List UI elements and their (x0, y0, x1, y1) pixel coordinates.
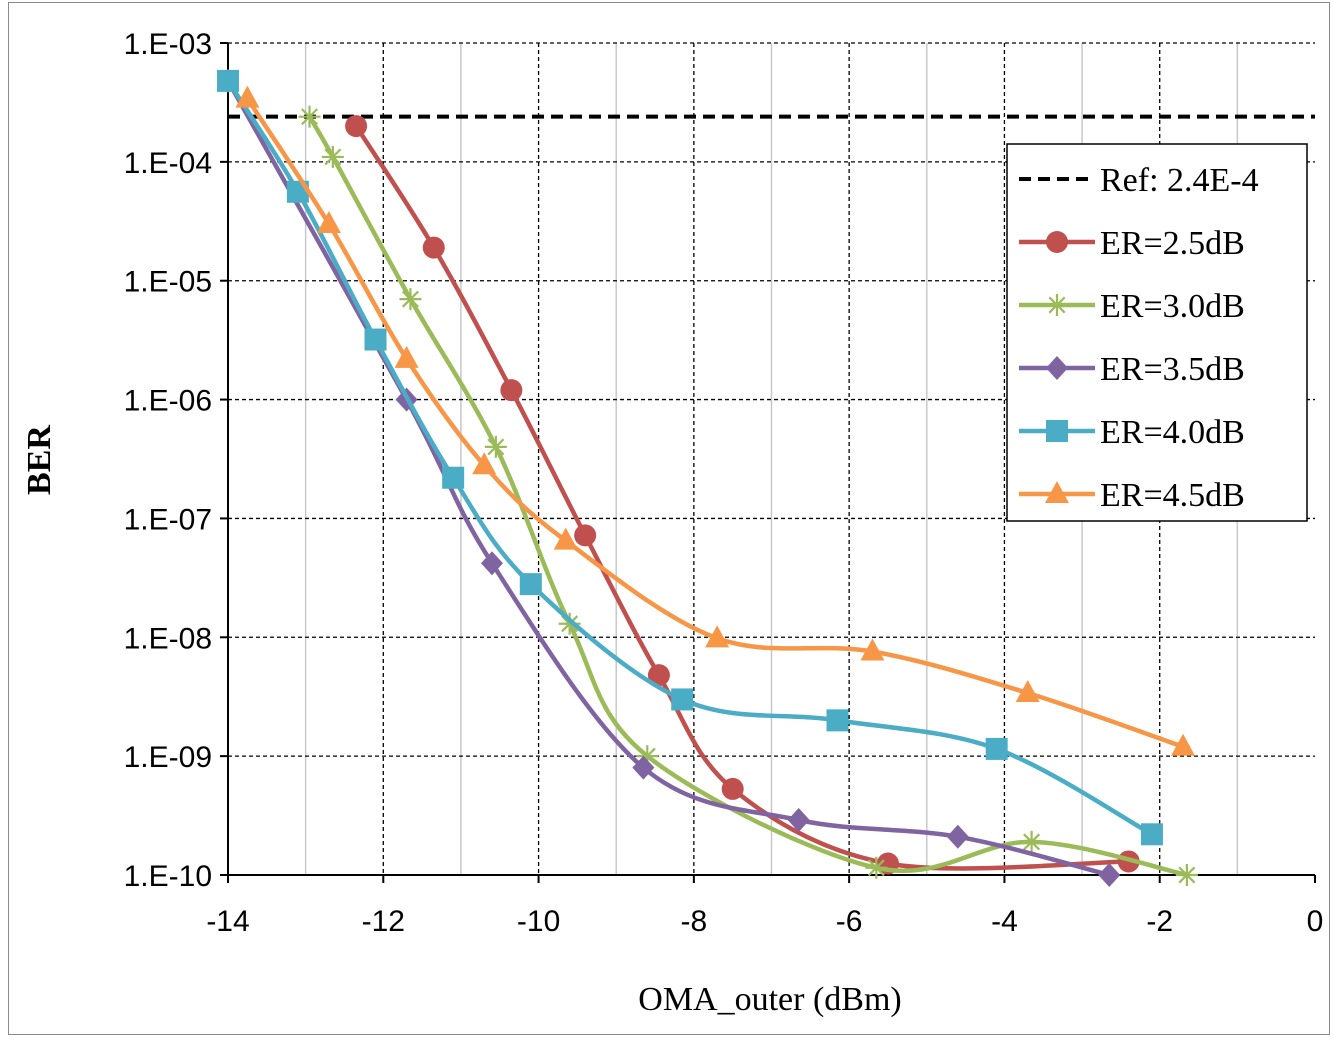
x-tick-label: -2 (1146, 905, 1173, 938)
data-point-triangle-marker (1171, 733, 1196, 756)
legend-box (1006, 143, 1308, 522)
x-tick-label: -6 (836, 905, 863, 938)
data-point-triangle-marker (553, 527, 578, 550)
data-point-triangle-marker (705, 625, 730, 648)
star-stroke (401, 290, 419, 308)
data-point-star-marker (1046, 294, 1068, 316)
legend-entry: ER=2.5dB (1019, 225, 1245, 262)
data-point-circle-marker (574, 524, 597, 547)
series-line (307, 115, 1188, 878)
legend-entry: ER=4.5dB (1019, 477, 1245, 514)
x-tick-label: 0 (1307, 905, 1324, 938)
star-stroke (1048, 296, 1066, 314)
legend-label: ER=3.0dB (1100, 288, 1245, 325)
data-point-square-marker (1140, 823, 1163, 846)
x-tick-label: -4 (991, 905, 1018, 938)
x-tick-label: -10 (517, 905, 560, 938)
legend-label: ER=4.5dB (1100, 477, 1245, 514)
data-point-circle-marker (1046, 231, 1068, 253)
data-point-square-marker (442, 466, 465, 489)
data-point-square-marker (671, 688, 694, 711)
data-point-circle-marker (721, 777, 744, 800)
legend-label: ER=4.0dB (1100, 414, 1245, 451)
data-point-triangle-marker (1045, 481, 1069, 503)
data-point-diamond-marker (1098, 863, 1121, 887)
data-point-circle-marker (500, 379, 523, 402)
star-stroke (867, 859, 885, 877)
y-tick-label: 1.E-04 (124, 147, 212, 180)
data-point-circle-marker (345, 115, 368, 138)
star-stroke (1023, 833, 1041, 851)
star-stroke (1178, 866, 1196, 884)
data-point-triangle-marker (1015, 679, 1040, 702)
legend-entry: ER=3.5dB (1019, 351, 1245, 388)
y-tick-label: 1.E-07 (124, 503, 212, 536)
y-tick-label: 1.E-05 (124, 266, 212, 299)
data-point-triangle-marker (235, 85, 260, 108)
star-stroke (301, 108, 319, 126)
y-axis-title: BER (21, 425, 58, 495)
series-er-2-5db (345, 115, 1140, 875)
x-tick-label: -14 (206, 905, 249, 938)
data-point-triangle-marker (316, 211, 341, 234)
data-point-star-marker (321, 145, 344, 168)
y-tick-label: 1.E-08 (124, 622, 212, 655)
legend-label: ER=2.5dB (1100, 225, 1245, 262)
star-stroke (324, 148, 342, 166)
star-stroke (561, 615, 579, 633)
series-layer (217, 68, 1315, 887)
data-point-star-marker (865, 856, 888, 879)
data-point-circle-marker (422, 236, 445, 259)
data-point-square-marker (826, 709, 849, 732)
data-point-square-marker (519, 573, 542, 596)
data-point-diamond-marker (787, 808, 810, 833)
data-point-circle-marker (647, 664, 670, 687)
data-point-square-marker (985, 737, 1008, 760)
series-er-4-5db (235, 85, 1196, 756)
x-tick-label: -12 (362, 905, 405, 938)
legend-entry-reference: Ref: 2.4E-4 (1019, 162, 1259, 199)
legend-label: Ref: 2.4E-4 (1100, 162, 1259, 199)
data-point-star-marker (399, 288, 422, 311)
legend-label: ER=3.5dB (1100, 351, 1245, 388)
y-tick-label: 1.E-06 (124, 385, 212, 418)
data-point-diamond-marker (1046, 356, 1068, 380)
data-point-square-marker (1046, 420, 1068, 442)
data-point-diamond-marker (480, 551, 503, 576)
data-point-diamond-marker (632, 755, 655, 780)
data-point-triangle-marker (472, 452, 497, 475)
x-axis-title: OMA_outer (dBm) (638, 981, 901, 1018)
y-tick-label: 1.E-09 (124, 741, 212, 774)
data-point-triangle-marker (860, 638, 885, 661)
data-point-star-marker (1175, 864, 1198, 886)
data-point-star-marker (484, 435, 507, 458)
data-point-square-marker (364, 328, 387, 351)
y-tick-label: 1.E-03 (124, 28, 212, 61)
legend: Ref: 2.4E-4 ER=2.5dB ER=3.0dB ER=3.5dB ER=4.… (1006, 143, 1308, 522)
y-tick-label: 1.E-10 (124, 860, 212, 893)
series-er-4-0db (217, 69, 1163, 846)
data-point-star-marker (298, 105, 321, 128)
legend-entry: ER=4.0dB (1019, 414, 1245, 451)
star-stroke (487, 438, 505, 456)
data-point-square-marker (217, 69, 239, 92)
data-point-triangle-marker (394, 345, 419, 368)
axis-layer: -14 -12 -10 -8 -6 -4 -2 0 1.E-10 1.E-09 1.E-08 1.E-… (124, 28, 1324, 938)
data-point-star-marker (1020, 830, 1043, 853)
legend-entry: ER=3.0dB (1019, 288, 1245, 325)
data-point-diamond-marker (946, 824, 969, 849)
x-tick-label: -8 (681, 905, 708, 938)
